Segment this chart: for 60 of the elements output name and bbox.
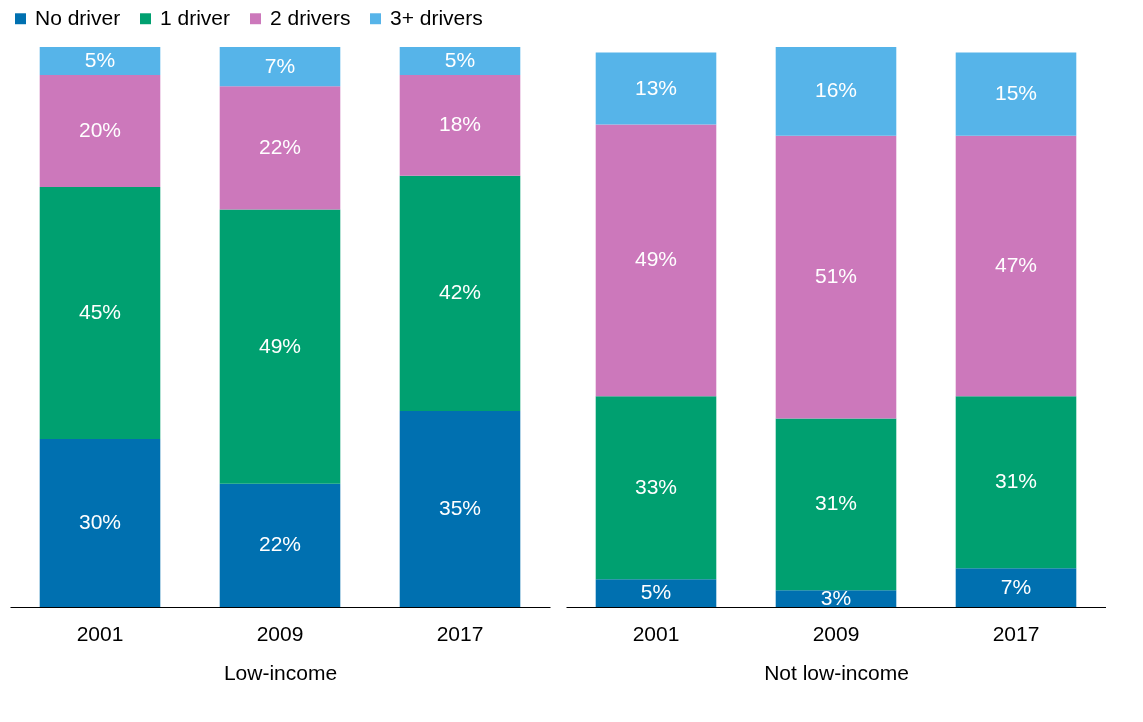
data-label: 20% [78, 118, 122, 141]
bar [775, 135, 897, 419]
data-label: 13% [634, 75, 678, 99]
data-label: 45% [78, 300, 122, 323]
bar [595, 52, 717, 125]
bar [399, 47, 521, 75]
data-label: 30% [78, 510, 122, 533]
bar [955, 135, 1077, 397]
bar [775, 47, 897, 136]
data-label: 7% [264, 53, 296, 77]
x-tick-label: 2009 [256, 621, 304, 645]
bar [219, 209, 341, 484]
x-axis-title: Not low-income [764, 660, 909, 684]
x-tick-label: 2017 [436, 621, 484, 645]
bar [595, 124, 717, 397]
bar [399, 75, 521, 176]
x-tick-label: 2017 [992, 621, 1040, 645]
legend-label: 1 driver [160, 5, 231, 29]
bar [955, 52, 1077, 136]
legend-label: 2 drivers [270, 5, 351, 29]
bar [955, 396, 1077, 569]
bar [39, 187, 161, 439]
data-label: 31% [814, 491, 858, 515]
bar [219, 483, 341, 607]
data-label: 49% [634, 247, 678, 271]
data-label: 16% [814, 78, 858, 102]
bar [595, 579, 717, 607]
bar [775, 418, 897, 591]
data-label: 18% [438, 112, 482, 136]
bar [399, 411, 521, 607]
data-label: 5% [444, 48, 476, 71]
bar [399, 175, 521, 411]
bar [775, 590, 897, 607]
x-tick-label: 2001 [76, 621, 124, 645]
bar [219, 86, 341, 210]
data-label: 49% [258, 333, 302, 357]
legend-label: 3+ drivers [390, 5, 483, 29]
data-label: 15% [994, 81, 1038, 105]
data-label: 22% [258, 532, 302, 556]
data-label: 51% [814, 264, 858, 288]
data-label: 7% [1000, 574, 1032, 598]
data-label: 22% [258, 134, 302, 158]
data-label: 42% [438, 280, 482, 304]
bar [39, 47, 161, 75]
bar [39, 75, 161, 187]
data-label: 5% [640, 580, 672, 604]
data-label: 33% [634, 474, 678, 498]
x-tick-label: 2001 [632, 621, 680, 645]
data-label: 5% [84, 48, 116, 71]
bar [39, 439, 161, 607]
data-label: 3% [820, 585, 852, 609]
x-axis-title: Low-income [223, 660, 338, 684]
bar [219, 47, 341, 87]
bar [955, 568, 1077, 607]
data-label: 35% [438, 496, 482, 519]
data-label: 31% [994, 469, 1038, 493]
data-label: 47% [994, 253, 1038, 277]
legend-label: No driver [35, 5, 121, 29]
x-tick-label: 2009 [812, 621, 860, 645]
bar [595, 396, 717, 580]
